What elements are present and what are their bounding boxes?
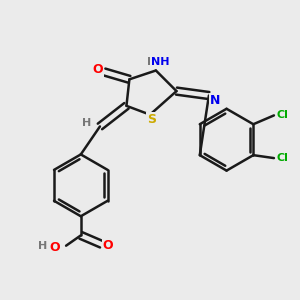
Text: O: O	[93, 62, 103, 76]
Text: O: O	[49, 241, 60, 254]
Text: Cl: Cl	[277, 153, 289, 163]
Text: N: N	[210, 94, 220, 107]
Text: H: H	[147, 57, 156, 67]
Text: NH: NH	[151, 57, 169, 67]
Text: Cl: Cl	[277, 110, 289, 120]
Text: O: O	[103, 239, 113, 252]
Text: H: H	[38, 241, 48, 251]
Text: S: S	[147, 113, 156, 127]
Text: H: H	[82, 118, 91, 128]
